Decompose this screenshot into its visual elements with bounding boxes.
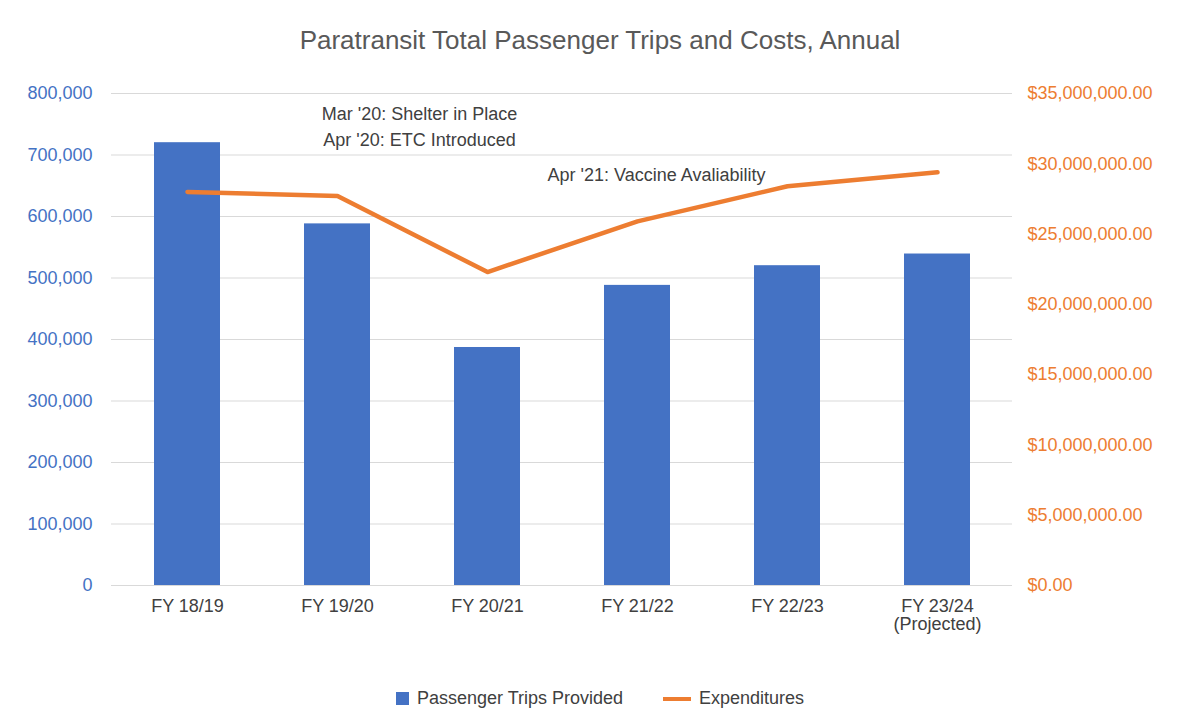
svg-text:Apr '21: Vaccine Avaliability: Apr '21: Vaccine Avaliability — [548, 165, 766, 185]
svg-text:FY 22/23: FY 22/23 — [751, 596, 824, 616]
svg-text:$0.00: $0.00 — [1028, 575, 1073, 595]
svg-text:600,000: 600,000 — [27, 206, 92, 226]
svg-text:$10,000,000.00: $10,000,000.00 — [1028, 435, 1153, 455]
svg-text:FY 20/21: FY 20/21 — [451, 596, 524, 616]
svg-text:FY 23/24(Projected): FY 23/24(Projected) — [893, 596, 981, 634]
svg-text:Mar '20: Shelter in Place: Mar '20: Shelter in Place — [322, 104, 518, 124]
svg-text:$5,000,000.00: $5,000,000.00 — [1028, 505, 1143, 525]
svg-text:$15,000,000.00: $15,000,000.00 — [1028, 364, 1153, 384]
svg-text:700,000: 700,000 — [27, 145, 92, 165]
html-text:Passenger Trips Provided: Passenger Trips Provided — [416, 688, 623, 708]
svg-text:FY 18/19: FY 18/19 — [151, 596, 224, 616]
svg-text:500,000: 500,000 — [27, 268, 92, 288]
html-text:Paratransit Total Passenger Tr: Paratransit Total Passenger Trips and Co… — [299, 25, 901, 55]
html-text:Expenditures: Expenditures — [699, 688, 805, 708]
svg-text:200,000: 200,000 — [27, 452, 92, 472]
svg-text:FY 21/22: FY 21/22 — [601, 596, 674, 616]
svg-text:$20,000,000.00: $20,000,000.00 — [1028, 294, 1153, 314]
svg-text:$30,000,000.00: $30,000,000.00 — [1028, 154, 1153, 174]
svg-text:FY 19/20: FY 19/20 — [301, 596, 374, 616]
svg-text:800,000: 800,000 — [27, 83, 92, 103]
svg-text:400,000: 400,000 — [27, 329, 92, 349]
svg-text:$25,000,000.00: $25,000,000.00 — [1028, 224, 1153, 244]
svg-text:$35,000,000.00: $35,000,000.00 — [1028, 83, 1153, 103]
svg-text:Apr '20: ETC Introduced: Apr '20: ETC Introduced — [323, 130, 516, 150]
svg-text:100,000: 100,000 — [27, 514, 92, 534]
svg-text:300,000: 300,000 — [27, 391, 92, 411]
svg-text:0: 0 — [82, 575, 92, 595]
